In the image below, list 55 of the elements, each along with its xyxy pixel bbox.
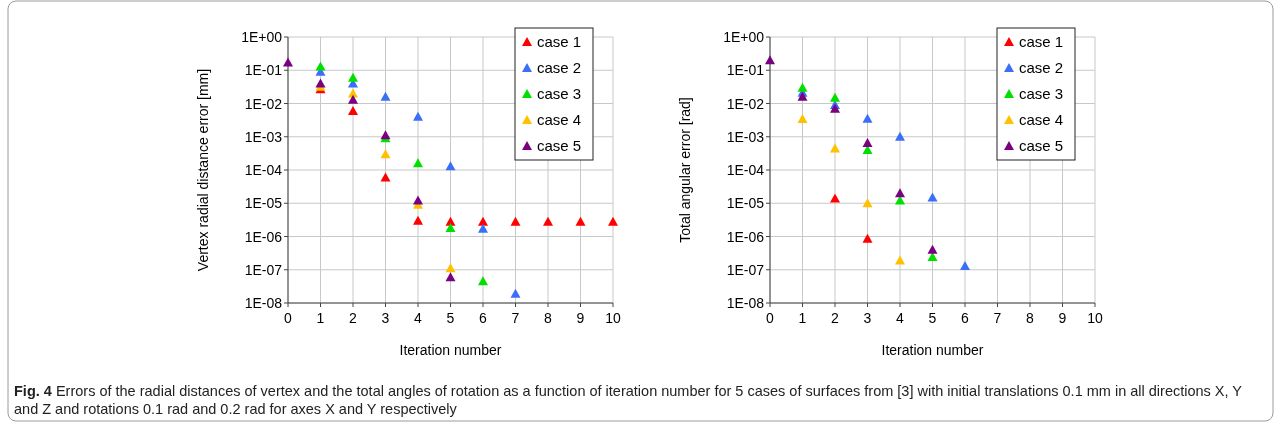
x-tick-label: 0 xyxy=(766,310,775,326)
x-tick-label: 7 xyxy=(993,310,1002,326)
x-tick-label: 1 xyxy=(316,310,325,326)
x-tick-label: 3 xyxy=(381,310,390,326)
legend-label: case 3 xyxy=(537,85,582,102)
x-tick-label: 8 xyxy=(544,310,553,326)
legend-label: case 4 xyxy=(1019,111,1064,128)
x-tick-label: 6 xyxy=(479,310,488,326)
x-tick-label: 5 xyxy=(446,310,455,326)
y-tick-label: 1E-03 xyxy=(244,128,283,145)
legend-label: case 1 xyxy=(1019,33,1064,50)
x-tick-label: 9 xyxy=(1058,310,1067,326)
y-tick-label: 1E-06 xyxy=(244,228,283,245)
y-axis-title: Vertex radial distance error [mm] xyxy=(195,68,211,272)
x-tick-label: 4 xyxy=(414,310,423,326)
legend-label: case 1 xyxy=(537,33,582,50)
y-tick-label: 1E-04 xyxy=(244,162,283,178)
y-tick-label: 1E-07 xyxy=(726,261,765,278)
legend-label: case 5 xyxy=(1019,137,1064,154)
y-tick-label: 1E-01 xyxy=(244,62,283,79)
x-tick-label: 9 xyxy=(576,310,585,326)
x-axis-title: Iteration number xyxy=(399,342,502,358)
y-axis-title: Total angular error [rad] xyxy=(677,97,693,243)
x-tick-label: 6 xyxy=(961,310,970,326)
x-tick-label: 1 xyxy=(798,310,807,326)
legend-label: case 2 xyxy=(1019,59,1064,76)
x-tick-label: 10 xyxy=(1087,310,1103,326)
legend-label: case 5 xyxy=(537,137,582,154)
legend-label: case 4 xyxy=(537,111,582,128)
y-tick-label: 1E-05 xyxy=(726,195,765,212)
x-tick-label: 2 xyxy=(831,310,840,326)
y-tick-label: 1E+00 xyxy=(241,29,283,45)
x-tick-label: 8 xyxy=(1026,310,1035,326)
y-tick-label: 1E-08 xyxy=(726,295,765,311)
legend-label: case 2 xyxy=(537,59,582,76)
y-tick-label: 1E-02 xyxy=(244,95,283,112)
y-tick-label: 1E-04 xyxy=(726,162,765,178)
legend-label: case 3 xyxy=(1019,85,1064,102)
x-tick-label: 7 xyxy=(511,310,520,326)
x-axis-title: Iteration number xyxy=(881,342,984,358)
y-tick-label: 1E+00 xyxy=(723,29,765,45)
x-tick-label: 0 xyxy=(284,310,293,326)
x-tick-label: 5 xyxy=(928,310,937,326)
x-tick-label: 3 xyxy=(863,310,872,326)
y-tick-label: 1E-07 xyxy=(244,261,283,278)
y-tick-label: 1E-01 xyxy=(726,62,765,79)
y-tick-label: 1E-08 xyxy=(244,295,283,311)
y-tick-label: 1E-03 xyxy=(726,128,765,145)
x-tick-label: 2 xyxy=(349,310,358,326)
x-tick-label: 4 xyxy=(896,310,905,326)
caption: Fig. 4 Errors of the radial distances of vertex and the total angles of rotation as a function of iteration number for 5 cases of surfaces from [3] with initial translations 0.1 mm in all directions X, Y and Z and rotations 0.1 rad and 0.2 rad for axes X and Y respectively xyxy=(14,382,1243,418)
y-tick-label: 1E-06 xyxy=(726,228,765,245)
x-tick-label: 10 xyxy=(605,310,621,326)
y-tick-label: 1E-05 xyxy=(244,195,283,212)
y-tick-label: 1E-02 xyxy=(726,95,765,112)
